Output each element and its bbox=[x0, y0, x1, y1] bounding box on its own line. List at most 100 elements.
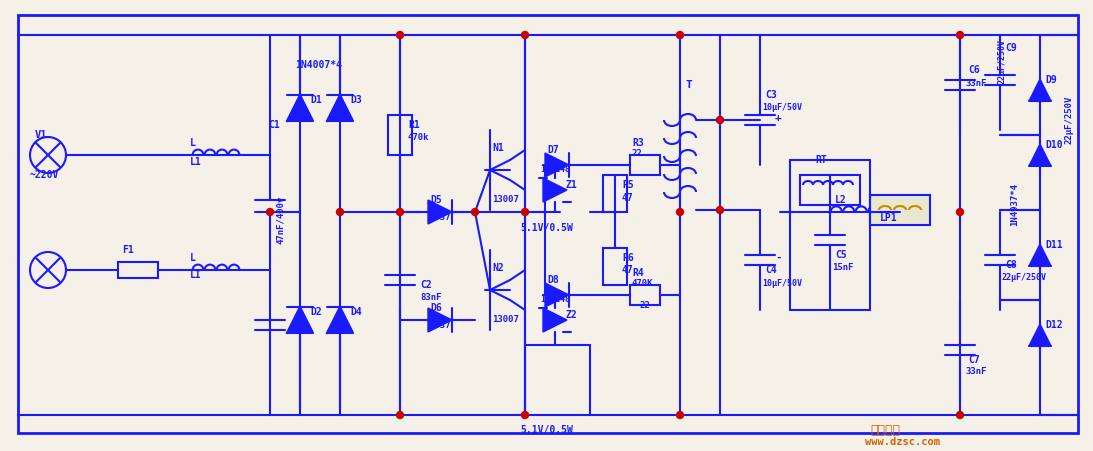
Text: D11: D11 bbox=[1045, 240, 1062, 250]
Polygon shape bbox=[1029, 324, 1051, 346]
Text: D7: D7 bbox=[546, 145, 559, 155]
Circle shape bbox=[397, 208, 403, 216]
Text: 4937: 4937 bbox=[430, 321, 451, 330]
Text: D12: D12 bbox=[1045, 320, 1062, 330]
Text: Z2: Z2 bbox=[565, 310, 577, 320]
Circle shape bbox=[337, 208, 343, 216]
Text: ~220V: ~220V bbox=[30, 170, 59, 180]
Text: IN4148: IN4148 bbox=[540, 295, 571, 304]
Text: 1N4937*4: 1N4937*4 bbox=[1010, 184, 1019, 226]
Text: R6: R6 bbox=[622, 253, 634, 263]
Text: D4: D4 bbox=[350, 307, 362, 317]
Circle shape bbox=[521, 208, 529, 216]
Text: IN4148: IN4148 bbox=[540, 166, 571, 175]
Text: 4937: 4937 bbox=[430, 213, 451, 222]
Text: C3: C3 bbox=[765, 90, 777, 100]
Text: 13007: 13007 bbox=[492, 195, 519, 204]
Text: 22μF/250V: 22μF/250V bbox=[998, 40, 1007, 84]
Circle shape bbox=[717, 207, 724, 213]
Circle shape bbox=[397, 32, 403, 38]
Text: C2: C2 bbox=[420, 280, 432, 290]
Text: D2: D2 bbox=[310, 307, 321, 317]
Text: 15nF: 15nF bbox=[832, 263, 854, 272]
Text: D6: D6 bbox=[430, 303, 442, 313]
Circle shape bbox=[521, 411, 529, 419]
Text: V1: V1 bbox=[35, 130, 47, 140]
Circle shape bbox=[267, 208, 273, 216]
Text: N2: N2 bbox=[492, 263, 504, 273]
Text: 33nF: 33nF bbox=[965, 368, 987, 377]
Text: 1N4007*4: 1N4007*4 bbox=[295, 60, 342, 70]
Bar bbox=[630, 285, 660, 305]
Text: T: T bbox=[685, 80, 692, 90]
Circle shape bbox=[397, 411, 403, 419]
Bar bbox=[630, 155, 660, 175]
Text: R4: R4 bbox=[632, 268, 644, 278]
Text: R1: R1 bbox=[408, 120, 420, 130]
Circle shape bbox=[677, 32, 683, 38]
Text: -: - bbox=[775, 253, 781, 263]
Bar bbox=[118, 262, 158, 278]
Text: 47nF/400v: 47nF/400v bbox=[277, 196, 285, 244]
Text: 33nF: 33nF bbox=[965, 78, 987, 87]
Text: www.dzsc.com: www.dzsc.com bbox=[865, 437, 940, 447]
Bar bbox=[388, 115, 412, 155]
Text: L2: L2 bbox=[835, 195, 847, 205]
Text: 10μF/50V: 10μF/50V bbox=[762, 103, 802, 112]
Polygon shape bbox=[545, 283, 569, 307]
Text: 470K: 470K bbox=[632, 279, 654, 287]
Text: L1: L1 bbox=[190, 157, 202, 167]
Text: RT: RT bbox=[815, 155, 826, 165]
Text: D1: D1 bbox=[310, 95, 321, 105]
Circle shape bbox=[956, 208, 964, 216]
Text: C9: C9 bbox=[1004, 43, 1016, 53]
Text: L: L bbox=[190, 253, 196, 263]
Text: D3: D3 bbox=[350, 95, 362, 105]
Text: 47: 47 bbox=[622, 265, 634, 275]
Polygon shape bbox=[543, 178, 567, 202]
Text: D10: D10 bbox=[1045, 140, 1062, 150]
Text: C7: C7 bbox=[968, 355, 979, 365]
Polygon shape bbox=[428, 200, 453, 224]
Polygon shape bbox=[327, 307, 353, 333]
Circle shape bbox=[956, 411, 964, 419]
Polygon shape bbox=[327, 95, 353, 121]
Polygon shape bbox=[1029, 144, 1051, 166]
Text: +: + bbox=[775, 113, 781, 123]
Circle shape bbox=[956, 32, 964, 38]
Text: C8: C8 bbox=[1004, 260, 1016, 270]
Circle shape bbox=[521, 32, 529, 38]
Text: 22μF/250V: 22μF/250V bbox=[1065, 96, 1074, 144]
Text: 22: 22 bbox=[640, 300, 650, 309]
Polygon shape bbox=[545, 153, 569, 177]
Polygon shape bbox=[287, 307, 313, 333]
Text: C5: C5 bbox=[835, 250, 847, 260]
Text: 5.1V/0.5W: 5.1V/0.5W bbox=[520, 425, 573, 435]
Text: D8: D8 bbox=[546, 275, 559, 285]
Circle shape bbox=[717, 116, 724, 124]
Text: 22: 22 bbox=[632, 148, 643, 157]
Bar bbox=[870, 195, 930, 225]
Text: D5: D5 bbox=[430, 195, 442, 205]
Bar bbox=[603, 248, 627, 285]
Polygon shape bbox=[1029, 79, 1051, 101]
Circle shape bbox=[677, 208, 683, 216]
Text: 13007: 13007 bbox=[492, 316, 519, 325]
Text: R3: R3 bbox=[632, 138, 644, 148]
Text: C1: C1 bbox=[268, 120, 280, 130]
Text: 470k: 470k bbox=[408, 133, 430, 143]
Text: R5: R5 bbox=[622, 180, 634, 190]
Text: LI: LI bbox=[190, 270, 202, 280]
Text: 83nF: 83nF bbox=[420, 294, 442, 303]
Text: Z1: Z1 bbox=[565, 180, 577, 190]
Text: C6: C6 bbox=[968, 65, 979, 75]
Polygon shape bbox=[428, 308, 453, 332]
Bar bbox=[603, 175, 627, 212]
Text: LP1: LP1 bbox=[880, 213, 897, 223]
Text: L: L bbox=[190, 138, 196, 148]
Text: C4: C4 bbox=[765, 265, 777, 275]
Circle shape bbox=[677, 411, 683, 419]
Polygon shape bbox=[287, 95, 313, 121]
Text: 22μF/250V: 22μF/250V bbox=[1002, 273, 1047, 282]
Bar bbox=[800, 175, 860, 205]
